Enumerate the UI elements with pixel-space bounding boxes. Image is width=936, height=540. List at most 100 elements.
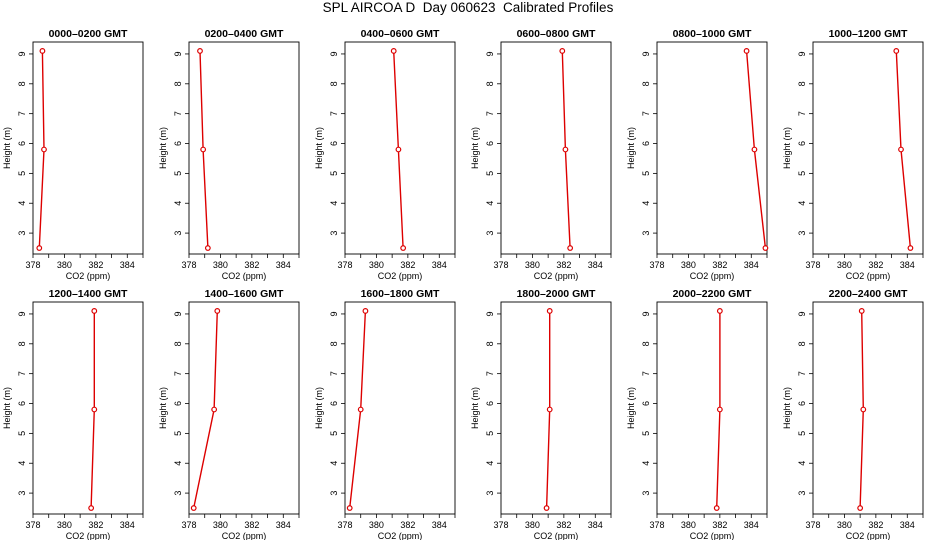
chart-panel-5: 0800–1000 GMT 378 380 382 384 3 4 5 6 7 8 9 CO2 (ppm… [626, 28, 769, 281]
data-point [893, 48, 900, 54]
chart-panel-9: 1600–1800 GMT 378 380 382 384 3 4 5 6 7 8 9 CO2 (ppm… [314, 288, 456, 540]
chart-panel-10: 1800–2000 GMT 378 380 382 384 3 4 5 6 7 8 9 CO2 (ppm… [470, 288, 612, 540]
y-tick-label: 9 [797, 311, 807, 316]
x-tick-label: 378 [805, 520, 820, 530]
x-tick-label: 384 [432, 260, 447, 270]
page-title: SPL AIRCOA D Day 060623 Calibrated Profi… [322, 0, 614, 15]
data-point [716, 406, 723, 413]
x-tick-label: 380 [525, 260, 540, 270]
y-tick-label: 4 [17, 201, 27, 206]
y-axis-label: Height (m) [470, 387, 480, 429]
y-tick-label: 6 [797, 401, 807, 406]
y-tick-label: 3 [485, 231, 495, 236]
x-axis-label: CO2 (ppm) [222, 531, 267, 540]
panel-title: 0400–0600 GMT [361, 28, 440, 40]
x-tick-label: 384 [276, 520, 291, 530]
y-tick-label: 7 [485, 111, 495, 116]
x-tick-label: 378 [649, 260, 664, 270]
y-tick-label: 9 [485, 311, 495, 316]
plot-frame [500, 301, 612, 515]
y-tick-label: 5 [485, 431, 495, 436]
y-tick-label: 7 [17, 371, 27, 376]
y-tick-label: 7 [173, 111, 183, 116]
y-tick-label: 6 [485, 401, 495, 406]
x-axis-label: CO2 (ppm) [66, 531, 111, 540]
y-tick-label: 5 [329, 171, 339, 176]
x-tick-label: 378 [25, 260, 40, 270]
y-tick-label: 9 [329, 311, 339, 316]
y-tick-label: 4 [17, 461, 27, 466]
y-tick-label: 8 [173, 341, 183, 346]
y-tick-label: 3 [797, 491, 807, 496]
y-tick-label: 5 [173, 431, 183, 436]
data-point [91, 308, 98, 314]
y-tick-label: 3 [797, 231, 807, 236]
panel-title: 1600–1800 GMT [361, 288, 440, 300]
plot-frame [500, 41, 612, 255]
x-tick-label: 382 [712, 260, 727, 270]
y-tick-label: 5 [17, 171, 27, 176]
chart-panel-8: 1400–1600 GMT 378 380 382 384 3 4 5 6 7 8 9 CO2 (ppm… [158, 288, 300, 540]
y-tick-label: 8 [17, 81, 27, 86]
y-tick-label: 6 [173, 401, 183, 406]
x-tick-label: 378 [805, 260, 820, 270]
y-tick-label: 6 [641, 141, 651, 146]
data-point [346, 505, 353, 511]
x-tick-label: 384 [276, 260, 291, 270]
y-tick-label: 7 [797, 371, 807, 376]
x-tick-label: 382 [556, 520, 571, 530]
data-point [214, 308, 221, 314]
x-axis-label: CO2 (ppm) [690, 271, 735, 281]
y-tick-label: 9 [173, 311, 183, 316]
x-tick-label: 380 [369, 260, 384, 270]
x-tick-label: 378 [25, 520, 40, 530]
y-tick-label: 8 [329, 341, 339, 346]
chart-panel-7: 1200–1400 GMT 378 380 382 384 3 4 5 6 7 8 9 CO2 (ppm… [2, 288, 144, 540]
x-tick-label: 384 [588, 520, 603, 530]
data-point [204, 245, 211, 251]
x-tick-label: 380 [525, 520, 540, 530]
data-point [857, 505, 864, 511]
chart-panel-3: 0400–0600 GMT 378 380 382 384 3 4 5 6 7 8 9 CO2 (ppm… [314, 28, 456, 281]
y-tick-label: 8 [485, 341, 495, 346]
y-tick-label: 7 [173, 371, 183, 376]
y-tick-label: 5 [641, 431, 651, 436]
data-point [751, 146, 758, 153]
y-axis-label: Height (m) [782, 127, 792, 169]
x-tick-label: 382 [244, 260, 259, 270]
plot-frame [188, 41, 300, 255]
data-point [390, 48, 397, 54]
data-point [200, 146, 207, 153]
x-axis-label: CO2 (ppm) [846, 531, 891, 540]
panel-title: 0200–0400 GMT [205, 28, 284, 40]
data-point [546, 308, 553, 314]
y-tick-label: 7 [329, 371, 339, 376]
y-tick-label: 9 [173, 51, 183, 56]
x-tick-label: 378 [337, 260, 352, 270]
plot-frame [32, 301, 144, 515]
data-point [907, 245, 914, 251]
y-tick-label: 4 [485, 461, 495, 466]
y-tick-label: 6 [17, 141, 27, 146]
data-point [858, 308, 865, 314]
y-tick-label: 6 [485, 141, 495, 146]
panel-title: 1000–1200 GMT [829, 28, 908, 40]
x-tick-label: 380 [369, 520, 384, 530]
y-axis-label: Height (m) [2, 127, 12, 169]
y-tick-label: 4 [641, 201, 651, 206]
plot-frame [188, 301, 300, 515]
y-tick-label: 8 [173, 81, 183, 86]
y-tick-label: 4 [797, 461, 807, 466]
y-tick-label: 3 [173, 491, 183, 496]
y-axis-label: Height (m) [626, 387, 636, 429]
data-point [713, 505, 720, 511]
plot-frame [812, 41, 924, 255]
x-tick-label: 384 [900, 520, 915, 530]
y-tick-label: 8 [641, 81, 651, 86]
chart-panel-11: 2000–2200 GMT 378 380 382 384 3 4 5 6 7 8 9 CO2 (ppm… [626, 288, 768, 540]
y-axis-label: Height (m) [158, 387, 168, 429]
y-tick-label: 5 [329, 431, 339, 436]
x-tick-label: 380 [837, 520, 852, 530]
x-axis-label: CO2 (ppm) [534, 271, 579, 281]
